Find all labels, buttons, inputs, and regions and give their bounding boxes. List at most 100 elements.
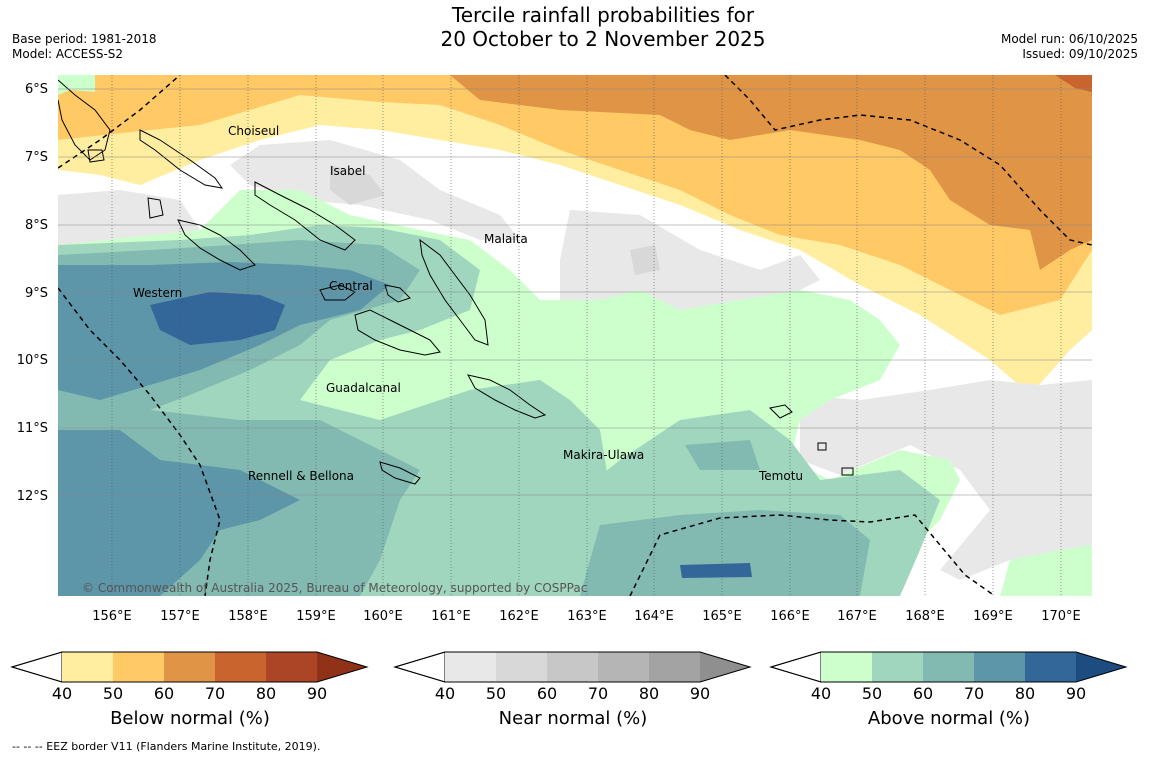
region-label-isabel: Isabel bbox=[330, 164, 365, 178]
copyright-notice: © Commonwealth of Australia 2025, Bureau… bbox=[82, 581, 587, 595]
colorbar-below-max-arrow bbox=[317, 652, 367, 682]
below-normal-70-80-area bbox=[1055, 75, 1092, 92]
colorbar-above-tick-50: 50 bbox=[862, 684, 882, 703]
lat-label-7s: 7°S bbox=[25, 150, 48, 165]
colorbar-above-tick-40: 40 bbox=[811, 684, 831, 703]
island-shortland bbox=[87, 149, 105, 163]
colorbar-above-max-arrow bbox=[1076, 652, 1126, 682]
colorbar-below-tick-60: 60 bbox=[154, 684, 174, 703]
model-info: Base period: 1981-2018 Model: ACCESS-S2 bbox=[12, 32, 157, 62]
colorbar-below-tick-70: 70 bbox=[205, 684, 225, 703]
colorbar-below-tick-90: 90 bbox=[307, 684, 327, 703]
colorbar-near-tick-50: 50 bbox=[486, 684, 506, 703]
near-normal-50-60-area-east bbox=[630, 245, 660, 275]
above-normal-40-50-area-nw bbox=[58, 75, 95, 95]
region-label-temotu: Temotu bbox=[758, 469, 803, 483]
island-utupua bbox=[817, 442, 827, 451]
lat-label-10s: 10°S bbox=[17, 353, 48, 368]
colorbar-above-tick-60: 60 bbox=[913, 684, 933, 703]
base-period: Base period: 1981-2018 bbox=[12, 32, 157, 46]
lon-label-163e: 163°E bbox=[567, 609, 607, 624]
colorbar-near-tick-90: 90 bbox=[690, 684, 710, 703]
colorbar-near-swatch-80 bbox=[649, 652, 700, 682]
island-bougainville bbox=[58, 79, 111, 161]
island-florida-islands bbox=[319, 284, 356, 301]
lon-label-159e: 159°E bbox=[296, 609, 336, 624]
lon-label-158e: 158°E bbox=[228, 609, 268, 624]
colorbar-near-title: Near normal (%) bbox=[498, 708, 648, 729]
title-line-2: 20 October to 2 November 2025 bbox=[440, 27, 766, 51]
title-line-1: Tercile rainfall probabilities for bbox=[451, 3, 755, 27]
lon-label-169e: 169°E bbox=[973, 609, 1013, 624]
colorbar-below-tick-80: 80 bbox=[256, 684, 276, 703]
island-choiseul bbox=[139, 129, 224, 189]
lon-label-160e: 160°E bbox=[363, 609, 403, 624]
above-normal-40-50-area-east bbox=[1000, 545, 1092, 596]
island-santa-cruz bbox=[768, 404, 793, 419]
lon-label-156e: 156°E bbox=[92, 609, 132, 624]
lon-label-157e: 157°E bbox=[160, 609, 200, 624]
colorbar-above-tick-90: 90 bbox=[1066, 684, 1086, 703]
colorbar-below-swatch-80 bbox=[266, 652, 317, 682]
lon-label-164e: 164°E bbox=[634, 609, 674, 624]
near-normal-40-50-area-southeast bbox=[800, 380, 1092, 580]
island-guadalcanal bbox=[354, 309, 441, 356]
colorbar-below-swatch-40 bbox=[62, 652, 113, 682]
region-label-malaita: Malaita bbox=[484, 232, 528, 246]
region-label-central: Central bbox=[329, 279, 373, 293]
colorbar-near-tick-60: 60 bbox=[537, 684, 557, 703]
near-normal-50-60-area-isabel bbox=[330, 165, 385, 205]
colorbar-below-min-arrow bbox=[10, 651, 63, 683]
island-vella-lavella bbox=[147, 197, 164, 219]
above-normal-60-70-area-south bbox=[580, 510, 870, 596]
above-normal-80-90-area-south bbox=[680, 563, 752, 578]
region-label-makira-ulawa: Makira-Ulawa bbox=[563, 448, 644, 462]
lat-label-8s: 8°S bbox=[25, 218, 48, 233]
lat-label-11s: 11°S bbox=[17, 421, 48, 436]
island-santa-isabel bbox=[254, 181, 356, 251]
colorbar-near-swatch-40 bbox=[445, 652, 496, 682]
colorbar-near-normal: 40 50 60 70 80 90 bbox=[393, 651, 752, 703]
lon-label-167e: 167°E bbox=[837, 609, 877, 624]
island-outlines bbox=[58, 79, 854, 485]
colorbar-above-tick-70: 70 bbox=[964, 684, 984, 703]
colorbar-below-tick-40: 40 bbox=[52, 684, 72, 703]
colorbar-near-min-arrow bbox=[393, 651, 446, 683]
below-normal-60-70-area bbox=[450, 75, 1092, 270]
island-malaita bbox=[419, 238, 489, 346]
run-info: Model run: 06/10/2025 Issued: 09/10/2025 bbox=[1001, 32, 1138, 62]
colorbar-above-swatch-40 bbox=[821, 652, 872, 682]
longitude-axis: 156°E 157°E 158°E 159°E 160°E 161°E 162°… bbox=[92, 609, 1081, 624]
latitude-axis: 6°S 7°S 8°S 9°S 10°S 11°S 12°S bbox=[17, 82, 48, 504]
lon-label-166e: 166°E bbox=[770, 609, 810, 624]
colorbar-above-swatch-60 bbox=[923, 652, 974, 682]
model-run-date: Model run: 06/10/2025 bbox=[1000, 32, 1138, 46]
region-label-rennell-bellona: Rennell & Bellona bbox=[248, 469, 354, 483]
eez-legend-note: -- -- -- EEZ border V11 (Flanders Marine… bbox=[12, 740, 321, 753]
eez-border-north-east bbox=[724, 75, 1092, 246]
colorbar-below-title: Below normal (%) bbox=[110, 708, 270, 729]
region-label-choiseul: Choiseul bbox=[228, 124, 279, 138]
lon-label-161e: 161°E bbox=[431, 609, 471, 624]
lon-label-168e: 168°E bbox=[905, 609, 945, 624]
colorbar-near-swatch-50 bbox=[496, 652, 547, 682]
colorbar-below-normal: 40 50 60 70 80 90 bbox=[10, 651, 369, 703]
colorbar-above-title: Above normal (%) bbox=[867, 708, 1031, 729]
latitude-gridlines bbox=[58, 88, 1092, 496]
above-normal-80-90-area bbox=[150, 292, 285, 345]
lat-label-12s: 12°S bbox=[17, 489, 48, 504]
region-label-guadalcanal: Guadalcanal bbox=[326, 381, 401, 395]
island-russell-islands bbox=[384, 284, 411, 303]
colorbar-below-tick-50: 50 bbox=[103, 684, 123, 703]
colorbar-above-swatch-50 bbox=[872, 652, 923, 682]
issued-date: Issued: 09/10/2025 bbox=[1022, 47, 1138, 61]
colorbar-below-swatch-50 bbox=[113, 652, 164, 682]
lon-label-162e: 162°E bbox=[499, 609, 539, 624]
island-makira bbox=[467, 374, 547, 419]
lat-label-9s: 9°S bbox=[25, 286, 48, 301]
colorbar-near-tick-70: 70 bbox=[588, 684, 608, 703]
colorbar-near-swatch-70 bbox=[598, 652, 649, 682]
lon-label-170e: 170°E bbox=[1041, 609, 1081, 624]
model-name: Model: ACCESS-S2 bbox=[12, 47, 124, 61]
colorbar-above-swatch-80 bbox=[1025, 652, 1076, 682]
